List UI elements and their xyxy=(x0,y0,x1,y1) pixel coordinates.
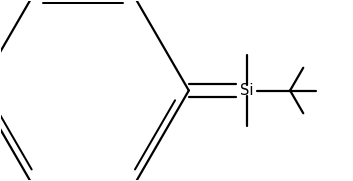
Text: Si: Si xyxy=(240,83,253,98)
